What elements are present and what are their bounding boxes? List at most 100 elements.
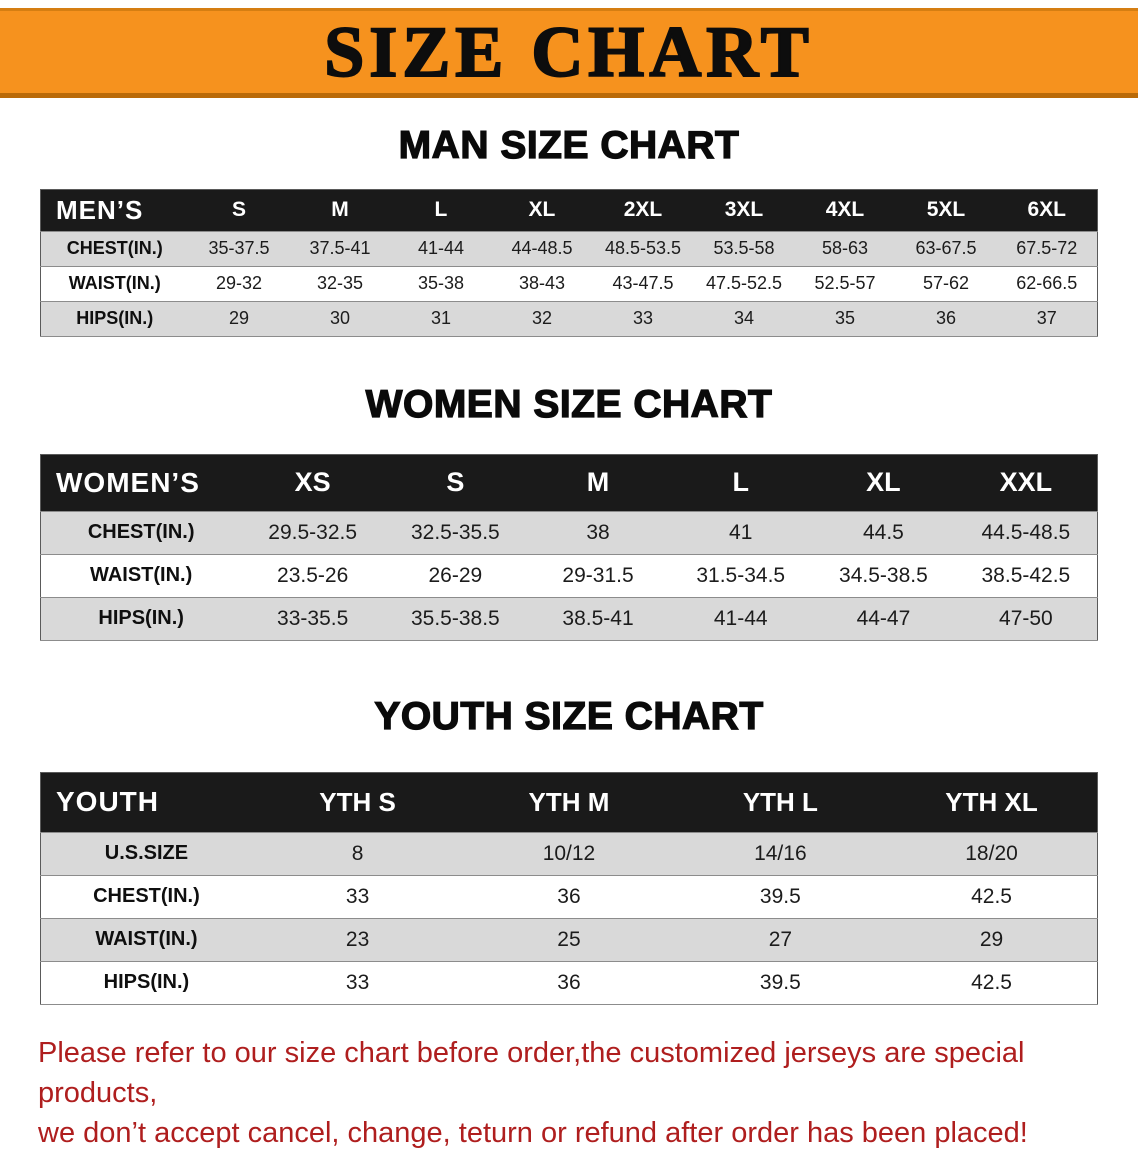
header-row: MEN’S S M L XL 2XL 3XL 4XL 5XL 6XL [40, 189, 1098, 232]
row-label: CHEST(IN.) [87, 521, 195, 544]
size-value: 32-35 [316, 273, 363, 294]
measurement-row: WAIST(IN.) 29-32 32-35 35-38 38-43 43-47.5 47.… [40, 266, 1098, 302]
disclaimer: Please refer to our size chart before or… [38, 1033, 1100, 1153]
size-value: 36 [557, 970, 581, 994]
size-value: 31 [430, 308, 451, 329]
size-value: 35 [834, 308, 855, 329]
measurement-row: HIPS(IN.) 33-35.5 35.5-38.5 38.5-41 41-44 44-… [40, 597, 1098, 641]
size-chart-banner: SIZE CHART [0, 8, 1138, 98]
size-value: 44.5-48.5 [981, 520, 1071, 544]
header-row: WOMEN’S XS S M L XL XXL [40, 454, 1098, 512]
size-value: 29 [228, 308, 249, 329]
row-label: WAIST(IN.) [90, 564, 193, 587]
size-value: 57-62 [922, 273, 969, 294]
size-value: 42.5 [971, 970, 1012, 994]
size-value: 25 [557, 927, 581, 951]
size-value: 67.5-72 [1016, 238, 1078, 259]
table-title-cell: MEN’S [40, 189, 189, 232]
size-column-header: YTH S [251, 772, 464, 833]
measurement-row: CHEST(IN.) 33 36 39.5 42.5 [40, 875, 1098, 919]
size-value: 37 [1036, 308, 1057, 329]
measurement-row: U.S.SIZE 8 10/12 14/16 18/20 [40, 832, 1098, 876]
measurement-row: WAIST(IN.) 23 25 27 29 [40, 918, 1098, 962]
size-value: 18/20 [965, 841, 1018, 865]
size-value: 36 [935, 308, 956, 329]
measurement-row: HIPS(IN.) 29 30 31 32 33 34 35 36 37 [40, 301, 1098, 337]
size-value: 35.5-38.5 [410, 606, 500, 630]
row-label: HIPS(IN.) [76, 308, 154, 329]
size-column-header: XS [241, 454, 385, 512]
table-title-cell: YOUTH [40, 772, 252, 833]
size-value: 29-32 [215, 273, 262, 294]
size-value: 32 [531, 308, 552, 329]
measurement-row: WAIST(IN.) 23.5-26 26-29 29-31.5 31.5-34.5 34… [40, 554, 1098, 598]
size-value: 41-44 [417, 238, 464, 259]
size-value: 48.5-53.5 [604, 238, 681, 259]
size-value: 44-47 [856, 606, 911, 630]
size-value: 43-47.5 [612, 273, 674, 294]
size-column-header: XXL [954, 454, 1098, 512]
size-value: 39.5 [759, 884, 801, 908]
size-value: 63-67.5 [915, 238, 977, 259]
size-value: 27 [768, 927, 793, 951]
size-column-header: L [390, 189, 492, 232]
size-column-header: YTH L [674, 772, 887, 833]
size-column-header: 3XL [693, 189, 795, 232]
size-value: 33 [345, 970, 370, 994]
size-value: 34 [733, 308, 754, 329]
disclaimer-line-2: we don’t accept cancel, change, teturn o… [38, 1116, 1028, 1149]
size-value: 30 [329, 308, 350, 329]
size-column-header: S [188, 189, 290, 232]
women-size-table: WOMEN’S XS S M L XL XXL CHEST(IN.) 29.5-32.5 32.5… [40, 453, 1098, 641]
size-value: 36 [557, 884, 581, 908]
size-value: 14/16 [754, 841, 807, 865]
size-column-header: YTH XL [886, 772, 1098, 833]
row-label: CHEST(IN.) [66, 238, 163, 259]
size-value: 44.5 [862, 520, 904, 544]
size-value: 33-35.5 [277, 606, 349, 630]
size-column-header: L [669, 454, 813, 512]
size-value: 47-50 [999, 606, 1053, 630]
size-value: 33 [632, 308, 653, 329]
disclaimer-line-1: Please refer to our size chart before or… [38, 1036, 1025, 1109]
banner-title: SIZE CHART [323, 12, 814, 92]
size-value: 33 [345, 884, 370, 908]
size-value: 38.5-41 [562, 606, 634, 630]
measurement-row: CHEST(IN.) 29.5-32.5 32.5-35.5 38 41 44.5 44.5… [40, 511, 1098, 555]
size-value: 62-66.5 [1016, 273, 1078, 294]
size-value: 38-43 [518, 273, 565, 294]
size-value: 41-44 [713, 606, 768, 630]
size-value: 47.5-52.5 [705, 273, 782, 294]
size-value: 39.5 [759, 970, 801, 994]
row-label: WAIST(IN.) [95, 928, 198, 951]
size-value: 58-63 [821, 238, 868, 259]
size-value: 10/12 [542, 841, 596, 865]
row-label: CHEST(IN.) [93, 885, 200, 908]
youth-size-chart-heading: YOUTH SIZE CHART [374, 694, 764, 738]
size-value: 42.5 [971, 884, 1012, 908]
measurement-row: CHEST(IN.) 35-37.5 37.5-41 41-44 44-48.5 48.5… [40, 231, 1098, 267]
size-value: 41 [729, 520, 753, 544]
size-value: 53.5-58 [713, 238, 775, 259]
size-value: 34.5-38.5 [839, 563, 928, 587]
size-value: 31.5-34.5 [696, 563, 786, 587]
size-value: 52.5-57 [814, 273, 876, 294]
row-label: HIPS(IN.) [98, 607, 184, 630]
row-label: WAIST(IN.) [68, 273, 161, 294]
size-value: 23.5-26 [277, 563, 349, 587]
table-title-cell: WOMEN’S [40, 454, 242, 512]
size-value: 38 [586, 520, 610, 544]
size-value: 38.5-42.5 [981, 563, 1071, 587]
size-value: 44-48.5 [511, 238, 573, 259]
size-value: 23 [345, 927, 370, 951]
size-column-header: 6XL [996, 189, 1098, 232]
measurement-row: HIPS(IN.) 33 36 39.5 42.5 [40, 961, 1098, 1005]
size-value: 29.5-32.5 [268, 520, 358, 544]
row-label: HIPS(IN.) [103, 971, 190, 994]
size-column-header: 5XL [895, 189, 997, 232]
size-value: 35-37.5 [208, 238, 270, 259]
size-value: 29 [979, 927, 1004, 951]
size-column-header: XL [812, 454, 955, 512]
header-row: YOUTH YTH S YTH M YTH L YTH XL [40, 772, 1098, 833]
size-column-header: S [384, 454, 527, 512]
